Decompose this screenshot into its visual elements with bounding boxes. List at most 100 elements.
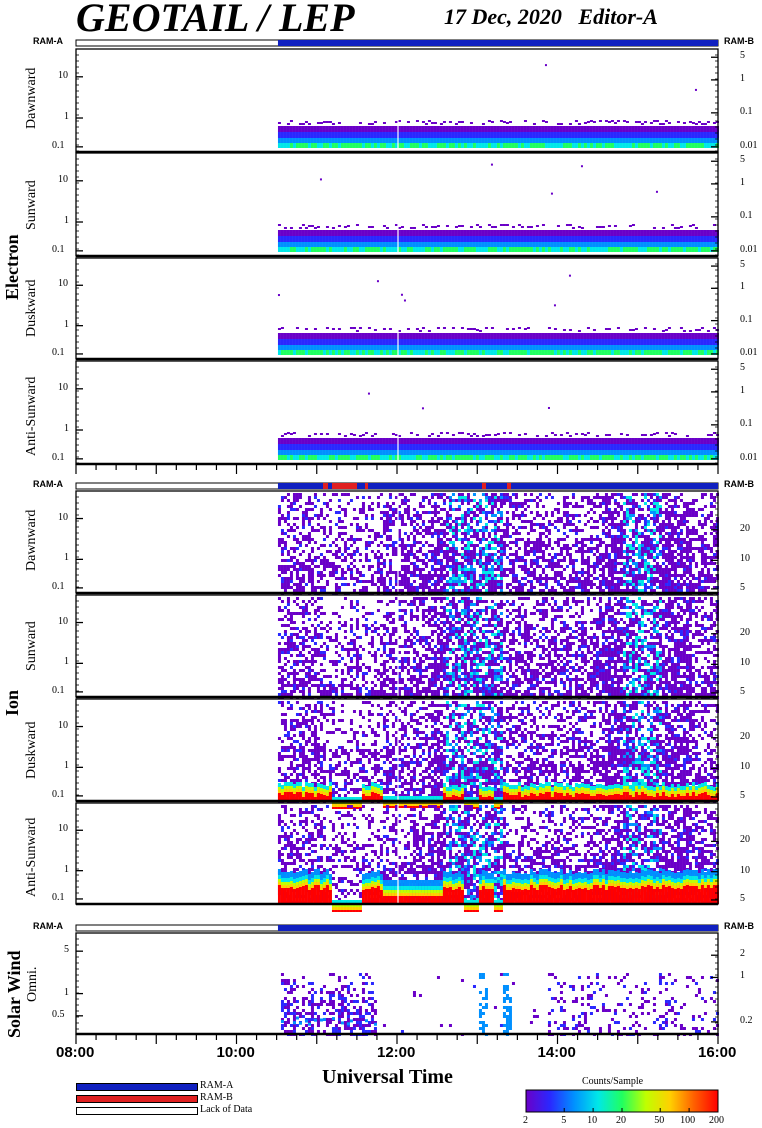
right-tick-label: 20 [740,731,750,742]
panel-label: Duskward [24,721,40,779]
left-tick-label: 10 [58,174,68,185]
x-tick-label: 14:00 [538,1044,576,1061]
left-tick-label: 1 [64,987,69,998]
left-tick-label: 1 [64,111,69,122]
legend-swatch-ram-b [76,1095,198,1103]
colorbar-title: Counts/Sample [582,1076,643,1087]
left-tick-label: 1 [64,319,69,330]
left-tick-label: 1 [64,423,69,434]
legend-label-ram-a: RAM-A [200,1080,233,1091]
ram-bar-ram-b [365,483,368,489]
heatmap-cells [278,393,719,460]
left-tick-label: 0.1 [52,452,65,463]
ram-bar-ram-a [278,925,718,931]
panel-label: Anti-Sunward [24,817,40,896]
right-tick-label: 20 [740,834,750,845]
panel-label: Sunward [24,621,40,671]
right-tick-label: 2 [740,948,745,959]
group-label: Solar Wind [4,950,25,1038]
right-tick-label: 10 [740,657,750,668]
left-tick-label: 10 [58,70,68,81]
ram-label-right: RAM-B [724,479,754,489]
legend-swatch-lack-of-data [76,1107,198,1115]
right-tick-label: 5 [740,154,745,165]
right-tick-label: 0.01 [740,347,758,358]
left-tick-label: 0.1 [52,685,65,696]
right-tick-label: 1 [740,385,745,396]
ram-label-right: RAM-B [724,921,754,931]
right-tick-label: 5 [740,686,745,697]
heatmap-cells [278,597,719,699]
legend-label-lack-of-data: Lack of Data [200,1104,252,1115]
ram-label-left: RAM-A [33,921,63,931]
right-tick-label: 20 [740,523,750,534]
left-tick-label: 1 [64,552,69,563]
left-tick-label: 10 [58,278,68,289]
panel-label: Duskward [24,280,40,338]
right-tick-label: 10 [740,553,750,564]
right-tick-label: 0.1 [740,418,753,429]
heatmap-cells [281,973,719,1036]
right-tick-label: 20 [740,627,750,638]
left-tick-label: 1 [64,656,69,667]
heatmap-cells [278,64,719,148]
legend-label-ram-b: RAM-B [200,1092,233,1103]
ram-bar-ram-b [323,483,328,489]
right-tick-label: 10 [740,865,750,876]
right-tick-label: 10 [740,761,750,772]
colorbar-tick-label: 100 [680,1115,695,1126]
right-tick-label: 0.01 [740,452,758,463]
right-tick-label: 0.01 [740,244,758,255]
ram-bar-ram-b [482,483,486,489]
right-tick-label: 5 [740,362,745,373]
left-tick-label: 10 [58,512,68,523]
heatmap-cells [278,164,719,252]
x-tick-label: 16:00 [698,1044,736,1061]
panel-label: Anti-Sunward [24,376,40,455]
panel-label: Omni. [25,966,41,1001]
legend-swatch-ram-a [76,1083,198,1091]
ram-label-left: RAM-A [33,36,63,46]
left-tick-label: 0.1 [52,244,65,255]
ram-bar-ram-b [332,483,357,489]
ram-bar-ram-a [278,40,718,46]
right-tick-label: 1 [740,970,745,981]
x-tick-label: 12:00 [377,1044,415,1061]
colorbar-tick-label: 50 [654,1115,664,1126]
right-tick-label: 0.1 [740,314,753,325]
left-tick-label: 1 [64,215,69,226]
panel-label: Dawnward [24,509,40,570]
right-tick-label: 5 [740,259,745,270]
ram-label-right: RAM-B [724,36,754,46]
heatmap-cells [278,805,719,912]
panel-label: Dawnward [24,68,40,129]
heatmap-cells [278,493,719,595]
left-tick-label: 0.1 [52,140,65,151]
left-tick-label: 5 [64,944,69,955]
left-tick-label: 10 [58,616,68,627]
left-tick-label: 1 [64,760,69,771]
x-tick-label: 10:00 [217,1044,255,1061]
right-tick-label: 5 [740,893,745,904]
left-tick-label: 0.5 [52,1009,65,1020]
x-axis-label: Universal Time [322,1066,453,1089]
right-tick-label: 0.01 [740,140,758,151]
ram-bar-ram-b [507,483,511,489]
right-tick-label: 0.1 [740,210,753,221]
x-tick-label: 08:00 [56,1044,94,1061]
right-tick-label: 1 [740,281,745,292]
panel-label: Sunward [24,180,40,230]
right-tick-label: 0.1 [740,106,753,117]
left-tick-label: 0.1 [52,347,65,358]
left-tick-label: 10 [58,720,68,731]
left-tick-label: 0.1 [52,581,65,592]
right-tick-label: 1 [740,73,745,84]
right-tick-label: 5 [740,790,745,801]
colorbar-tick-label: 2 [523,1115,528,1126]
left-tick-label: 1 [64,864,69,875]
group-label: Ion [2,690,23,716]
right-tick-label: 1 [740,177,745,188]
left-tick-label: 10 [58,382,68,393]
group-label: Electron [2,234,23,300]
